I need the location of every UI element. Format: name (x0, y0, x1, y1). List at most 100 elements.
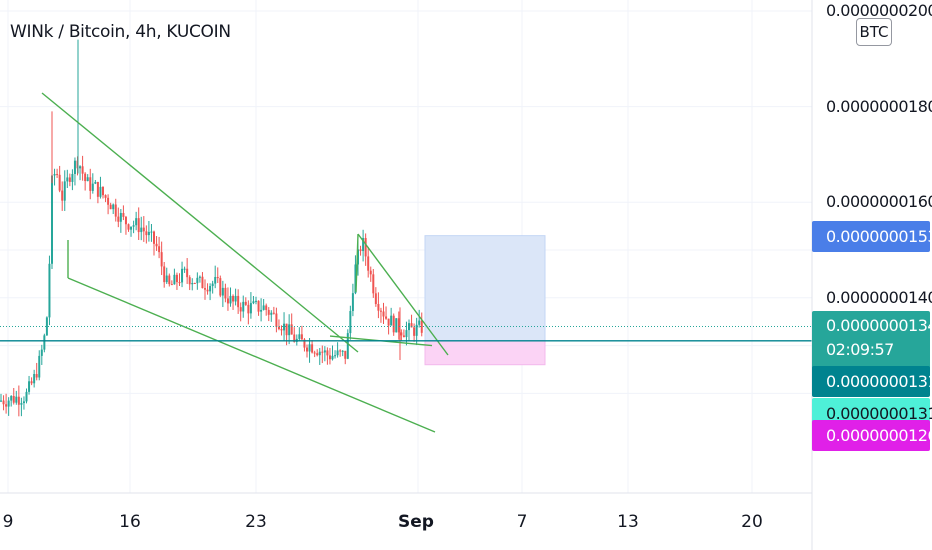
candle-body (168, 275, 171, 285)
candle-body (351, 293, 354, 312)
candle-body (109, 204, 112, 210)
candle-body (415, 324, 418, 336)
candle-body (196, 277, 199, 284)
target-zone (424, 235, 546, 342)
candle-body (318, 351, 321, 356)
price-tag-target: 0.0000000153 (812, 221, 932, 252)
trendline[interactable] (41, 92, 359, 353)
candle-body (392, 315, 395, 333)
candle-body (145, 231, 148, 236)
candle-body (336, 350, 339, 356)
y-tick-label: 0.0000000160 (826, 192, 932, 212)
candle-body (303, 339, 306, 348)
candle-body (66, 177, 69, 182)
candle-body (73, 160, 76, 174)
candle-body (321, 351, 324, 353)
candle-body (369, 270, 372, 275)
candle-body (413, 327, 416, 336)
trendline[interactable] (357, 233, 449, 356)
candle-body (130, 226, 133, 230)
candle-body (283, 323, 286, 331)
candle-body (290, 324, 293, 335)
candle-body (313, 352, 316, 354)
candle-body (214, 276, 217, 284)
candle-body (165, 275, 168, 283)
candle-body (48, 263, 51, 318)
candle-body (175, 274, 178, 283)
candle-body (178, 282, 181, 284)
candle-body (221, 287, 224, 296)
bar-countdown: 02:09:57 (826, 340, 894, 359)
candle-body (122, 213, 125, 217)
candle-body (63, 181, 66, 201)
candle-body (397, 318, 400, 333)
trendline[interactable] (67, 277, 436, 433)
candle-body (323, 350, 326, 353)
candle-body (252, 301, 255, 304)
candle-body (25, 391, 28, 402)
candle-body (135, 218, 138, 226)
candle-body (201, 276, 204, 289)
candle-body (410, 323, 413, 328)
candle-body (22, 401, 25, 404)
candle-body (300, 334, 303, 340)
candle-body (94, 182, 97, 184)
candle-body (112, 204, 115, 210)
candle-body (334, 355, 337, 357)
candle-body (107, 197, 110, 205)
candle-body (285, 323, 288, 336)
candle-body (40, 349, 43, 356)
candle-body (244, 301, 247, 305)
candle-body (306, 347, 308, 352)
candle-body (35, 374, 38, 378)
x-tick-label: 23 (245, 512, 267, 532)
candle-body (61, 190, 64, 201)
candle-body (142, 227, 145, 232)
candle-body (277, 326, 280, 330)
candle-body (204, 288, 206, 290)
candle-body (71, 173, 74, 182)
candle-body (56, 174, 59, 176)
candle-body (91, 183, 94, 191)
candle-body (186, 268, 189, 278)
candle-body (226, 298, 229, 304)
candle-body (224, 287, 227, 299)
trendline[interactable] (355, 233, 359, 293)
candles (0, 39, 423, 417)
candle-body (372, 274, 375, 294)
candle-body (79, 166, 82, 169)
candle-body (349, 311, 352, 334)
candle-body (359, 249, 362, 252)
candle-body (377, 304, 380, 311)
candle-body (280, 329, 283, 331)
x-tick-label: 7 (516, 512, 528, 532)
candle-body (89, 177, 92, 191)
candle-body (86, 177, 89, 182)
candle-body (206, 289, 209, 292)
candle-body (219, 278, 222, 296)
candle-body (53, 174, 56, 176)
candle-body (33, 374, 36, 384)
candle-body (17, 396, 20, 405)
candle-body (362, 238, 365, 252)
candle-body (237, 295, 240, 308)
candle-body (84, 173, 87, 182)
candle-body (38, 355, 41, 378)
candle-body (211, 283, 214, 287)
chart-title: WINk / Bitcoin, 4h, KUCOIN (10, 22, 231, 42)
candle-body (198, 276, 201, 278)
candle-body (357, 249, 359, 265)
candle-body (119, 213, 122, 222)
candle-body (374, 293, 377, 305)
candle-body (418, 320, 421, 325)
y-tick-label: 0.0000000140 (826, 287, 932, 307)
candle-body (364, 238, 367, 257)
candle-body (104, 195, 107, 198)
current-price-value: 0.0000000134 (826, 316, 932, 335)
candle-body (15, 396, 18, 403)
currency-badge[interactable]: BTC (856, 18, 892, 46)
candle-body (326, 350, 329, 356)
price-tag-current: 0.0000000134 02:09:57 (812, 311, 932, 371)
candle-body (328, 355, 331, 360)
